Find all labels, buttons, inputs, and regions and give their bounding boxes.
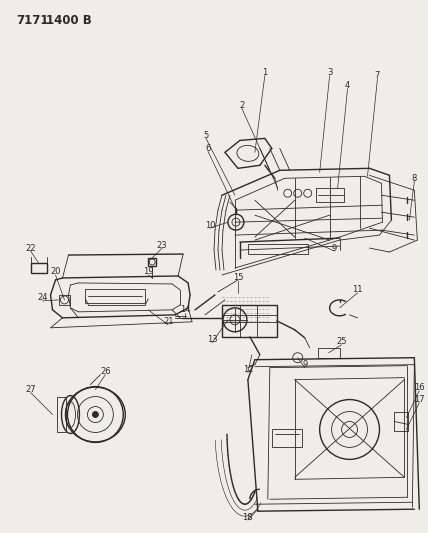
Bar — [59, 295, 71, 305]
Circle shape — [92, 411, 98, 417]
Bar — [222, 305, 277, 337]
Text: 2: 2 — [239, 101, 244, 110]
Text: 5: 5 — [203, 131, 209, 140]
Text: 9: 9 — [332, 244, 337, 253]
Bar — [248, 244, 308, 254]
Text: 17: 17 — [414, 395, 425, 404]
Text: 12: 12 — [243, 365, 253, 374]
Text: 13: 13 — [207, 335, 217, 344]
Bar — [148, 258, 156, 266]
Bar — [395, 411, 408, 431]
Text: 7: 7 — [375, 71, 380, 80]
Text: 18: 18 — [243, 513, 253, 522]
Text: 1: 1 — [262, 68, 268, 77]
Text: 8: 8 — [412, 174, 417, 183]
Text: 9: 9 — [302, 360, 307, 369]
Text: 15: 15 — [233, 273, 243, 282]
Text: 11: 11 — [352, 286, 363, 294]
Text: 16: 16 — [414, 383, 425, 392]
Bar — [56, 397, 66, 432]
Text: 6: 6 — [205, 144, 211, 153]
Text: 14: 14 — [180, 305, 190, 314]
Text: 27: 27 — [25, 385, 36, 394]
Text: 3: 3 — [327, 68, 332, 77]
Bar — [30, 263, 47, 273]
Bar — [86, 289, 145, 303]
Text: 19: 19 — [143, 268, 154, 277]
Text: 20: 20 — [50, 268, 61, 277]
Bar — [318, 348, 339, 358]
Text: 21: 21 — [163, 317, 173, 326]
Text: 23: 23 — [157, 240, 167, 249]
Text: 25: 25 — [336, 337, 347, 346]
Text: 10: 10 — [205, 221, 215, 230]
Text: 26: 26 — [100, 367, 111, 376]
Bar — [272, 430, 302, 447]
Text: 7171: 7171 — [17, 14, 49, 27]
Text: 1400 B: 1400 B — [45, 14, 91, 27]
Text: 4: 4 — [345, 81, 350, 90]
Text: 24: 24 — [37, 293, 48, 302]
Bar — [316, 188, 344, 202]
Text: 22: 22 — [25, 244, 36, 253]
